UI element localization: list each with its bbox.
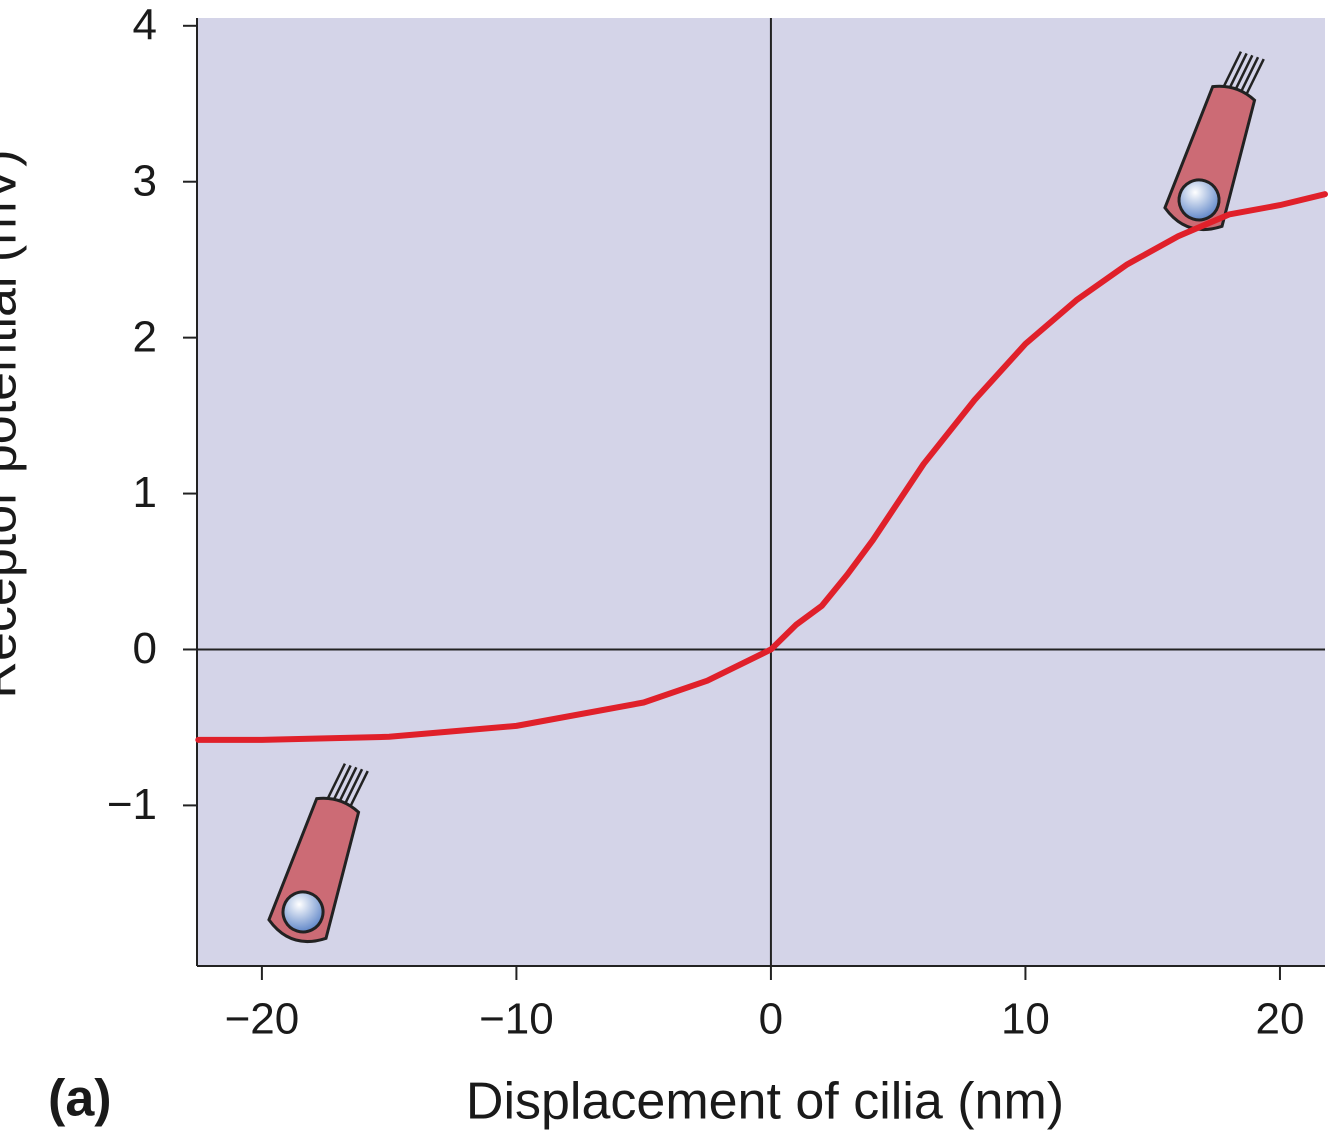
cilium bbox=[1238, 56, 1260, 96]
x-tick-label: −20 bbox=[225, 995, 300, 1044]
nucleus bbox=[1177, 178, 1221, 222]
x-tick-label: −10 bbox=[479, 995, 554, 1044]
x-tick-label: 0 bbox=[759, 995, 783, 1044]
y-tick-label: 3 bbox=[133, 156, 157, 205]
panel-label: (a) bbox=[48, 1070, 112, 1128]
y-axis-label: Receptor potential (mV) bbox=[0, 149, 28, 698]
y-tick-label: 2 bbox=[133, 312, 157, 361]
y-tick-label: 0 bbox=[133, 624, 157, 673]
hair-cell bbox=[267, 763, 369, 943]
cilium bbox=[325, 763, 347, 803]
cilium bbox=[330, 764, 352, 805]
hair-cell bbox=[1163, 51, 1265, 231]
cilium bbox=[336, 766, 358, 806]
cilium bbox=[347, 770, 369, 810]
x-tick-label: 20 bbox=[1255, 995, 1304, 1044]
x-axis-label: Displacement of cilia (nm) bbox=[466, 1073, 1064, 1131]
cilium bbox=[1243, 58, 1265, 98]
cilium bbox=[342, 768, 364, 808]
y-tick-label: 1 bbox=[133, 468, 157, 517]
nucleus bbox=[281, 890, 325, 934]
cilium bbox=[1232, 54, 1254, 94]
y-tick-label: 4 bbox=[133, 0, 157, 49]
plot-background bbox=[197, 18, 1325, 966]
cilium bbox=[1221, 51, 1243, 91]
x-tick-label: 10 bbox=[1001, 995, 1050, 1044]
cilium bbox=[1226, 52, 1248, 93]
data-line bbox=[195, 191, 1328, 743]
y-tick-label: −1 bbox=[107, 780, 157, 829]
